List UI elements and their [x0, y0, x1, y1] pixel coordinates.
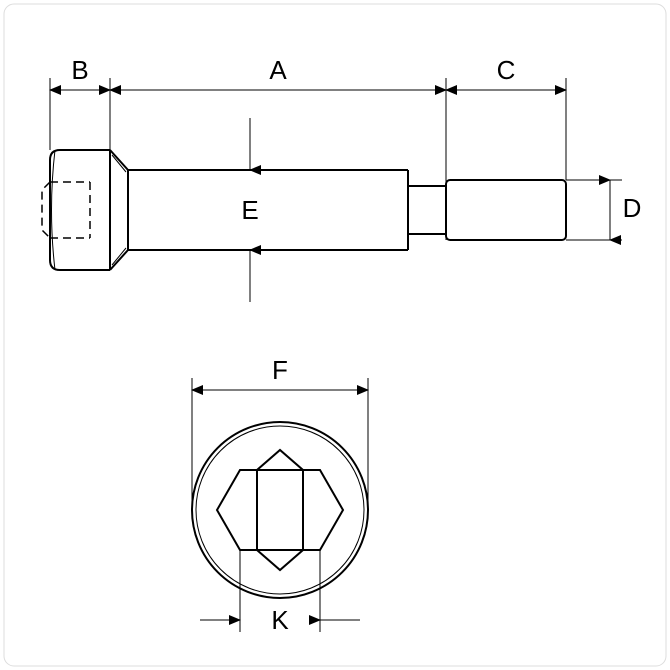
- head-face-arc: [52, 150, 56, 270]
- dim-B: B: [50, 55, 110, 90]
- hex-socket: [217, 470, 343, 550]
- dim-C: C: [446, 55, 566, 90]
- dim-A: A: [110, 55, 446, 90]
- dim-D: D: [566, 180, 641, 240]
- frame-rect: [4, 4, 666, 666]
- head-circle: [192, 422, 368, 598]
- chamfer-inner-top: [112, 155, 126, 172]
- label-C: C: [497, 55, 516, 85]
- hex-flat: [257, 450, 303, 570]
- shoulder-screw-diagram: B A C D E: [0, 0, 670, 670]
- ext-lines-top: [50, 78, 566, 180]
- front-view: F K: [192, 355, 368, 635]
- label-B: B: [71, 55, 88, 85]
- chamfer-bot: [110, 250, 128, 270]
- dim-E: E: [241, 118, 258, 302]
- label-D: D: [623, 193, 642, 223]
- side-view: B A C D E: [42, 55, 641, 302]
- head-outline: [50, 150, 110, 270]
- label-E: E: [241, 195, 258, 225]
- chamfer-inner-bot: [112, 248, 126, 265]
- chamfer-top: [110, 150, 128, 170]
- label-A: A: [269, 55, 287, 85]
- label-F: F: [272, 355, 288, 385]
- dim-F: F: [192, 355, 368, 510]
- thread-block: [446, 180, 566, 240]
- label-K: K: [271, 605, 289, 635]
- dim-K: K: [200, 550, 360, 635]
